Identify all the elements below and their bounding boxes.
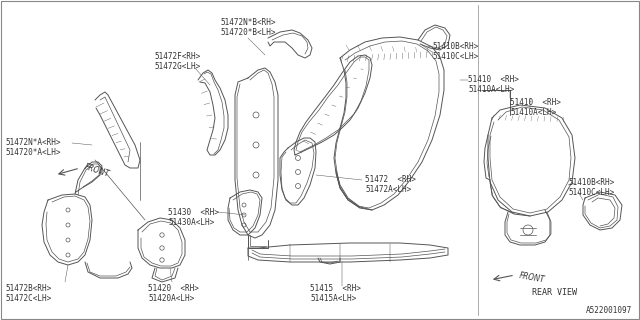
Text: 51410  <RH>: 51410 <RH> (468, 75, 519, 84)
Text: 51410B<RH>: 51410B<RH> (432, 42, 478, 51)
Text: 51420A<LH>: 51420A<LH> (148, 294, 195, 303)
Text: 51472B<RH>: 51472B<RH> (5, 284, 51, 293)
Text: 51420  <RH>: 51420 <RH> (148, 284, 199, 293)
Text: 51430  <RH>: 51430 <RH> (168, 208, 219, 217)
Text: 51410C<LH>: 51410C<LH> (568, 188, 614, 197)
Text: FRONT: FRONT (518, 271, 545, 285)
Text: 514720*A<LH>: 514720*A<LH> (5, 148, 61, 157)
Text: FRONT: FRONT (83, 163, 111, 179)
Text: 51410B<RH>: 51410B<RH> (568, 178, 614, 187)
Text: 51415A<LH>: 51415A<LH> (310, 294, 356, 303)
Text: 51472  <RH>: 51472 <RH> (365, 175, 416, 184)
Text: 51472N*B<RH>: 51472N*B<RH> (220, 18, 276, 27)
Text: 51410A<LH>: 51410A<LH> (510, 108, 556, 117)
Text: REAR VIEW: REAR VIEW (532, 288, 577, 297)
Text: 51410  <RH>: 51410 <RH> (510, 98, 561, 107)
Text: 51472F<RH>: 51472F<RH> (155, 52, 201, 61)
Text: 514720*B<LH>: 514720*B<LH> (220, 28, 276, 37)
Text: A522001097: A522001097 (586, 306, 632, 315)
Text: 51472G<LH>: 51472G<LH> (155, 62, 201, 71)
Text: 51472C<LH>: 51472C<LH> (5, 294, 51, 303)
Text: 51430A<LH>: 51430A<LH> (168, 218, 214, 227)
Text: 51415  <RH>: 51415 <RH> (310, 284, 361, 293)
Text: 51410C<LH>: 51410C<LH> (432, 52, 478, 61)
Text: 51410A<LH>: 51410A<LH> (468, 85, 515, 94)
Text: 51472A<LH>: 51472A<LH> (365, 185, 412, 194)
Text: 51472N*A<RH>: 51472N*A<RH> (5, 138, 61, 147)
